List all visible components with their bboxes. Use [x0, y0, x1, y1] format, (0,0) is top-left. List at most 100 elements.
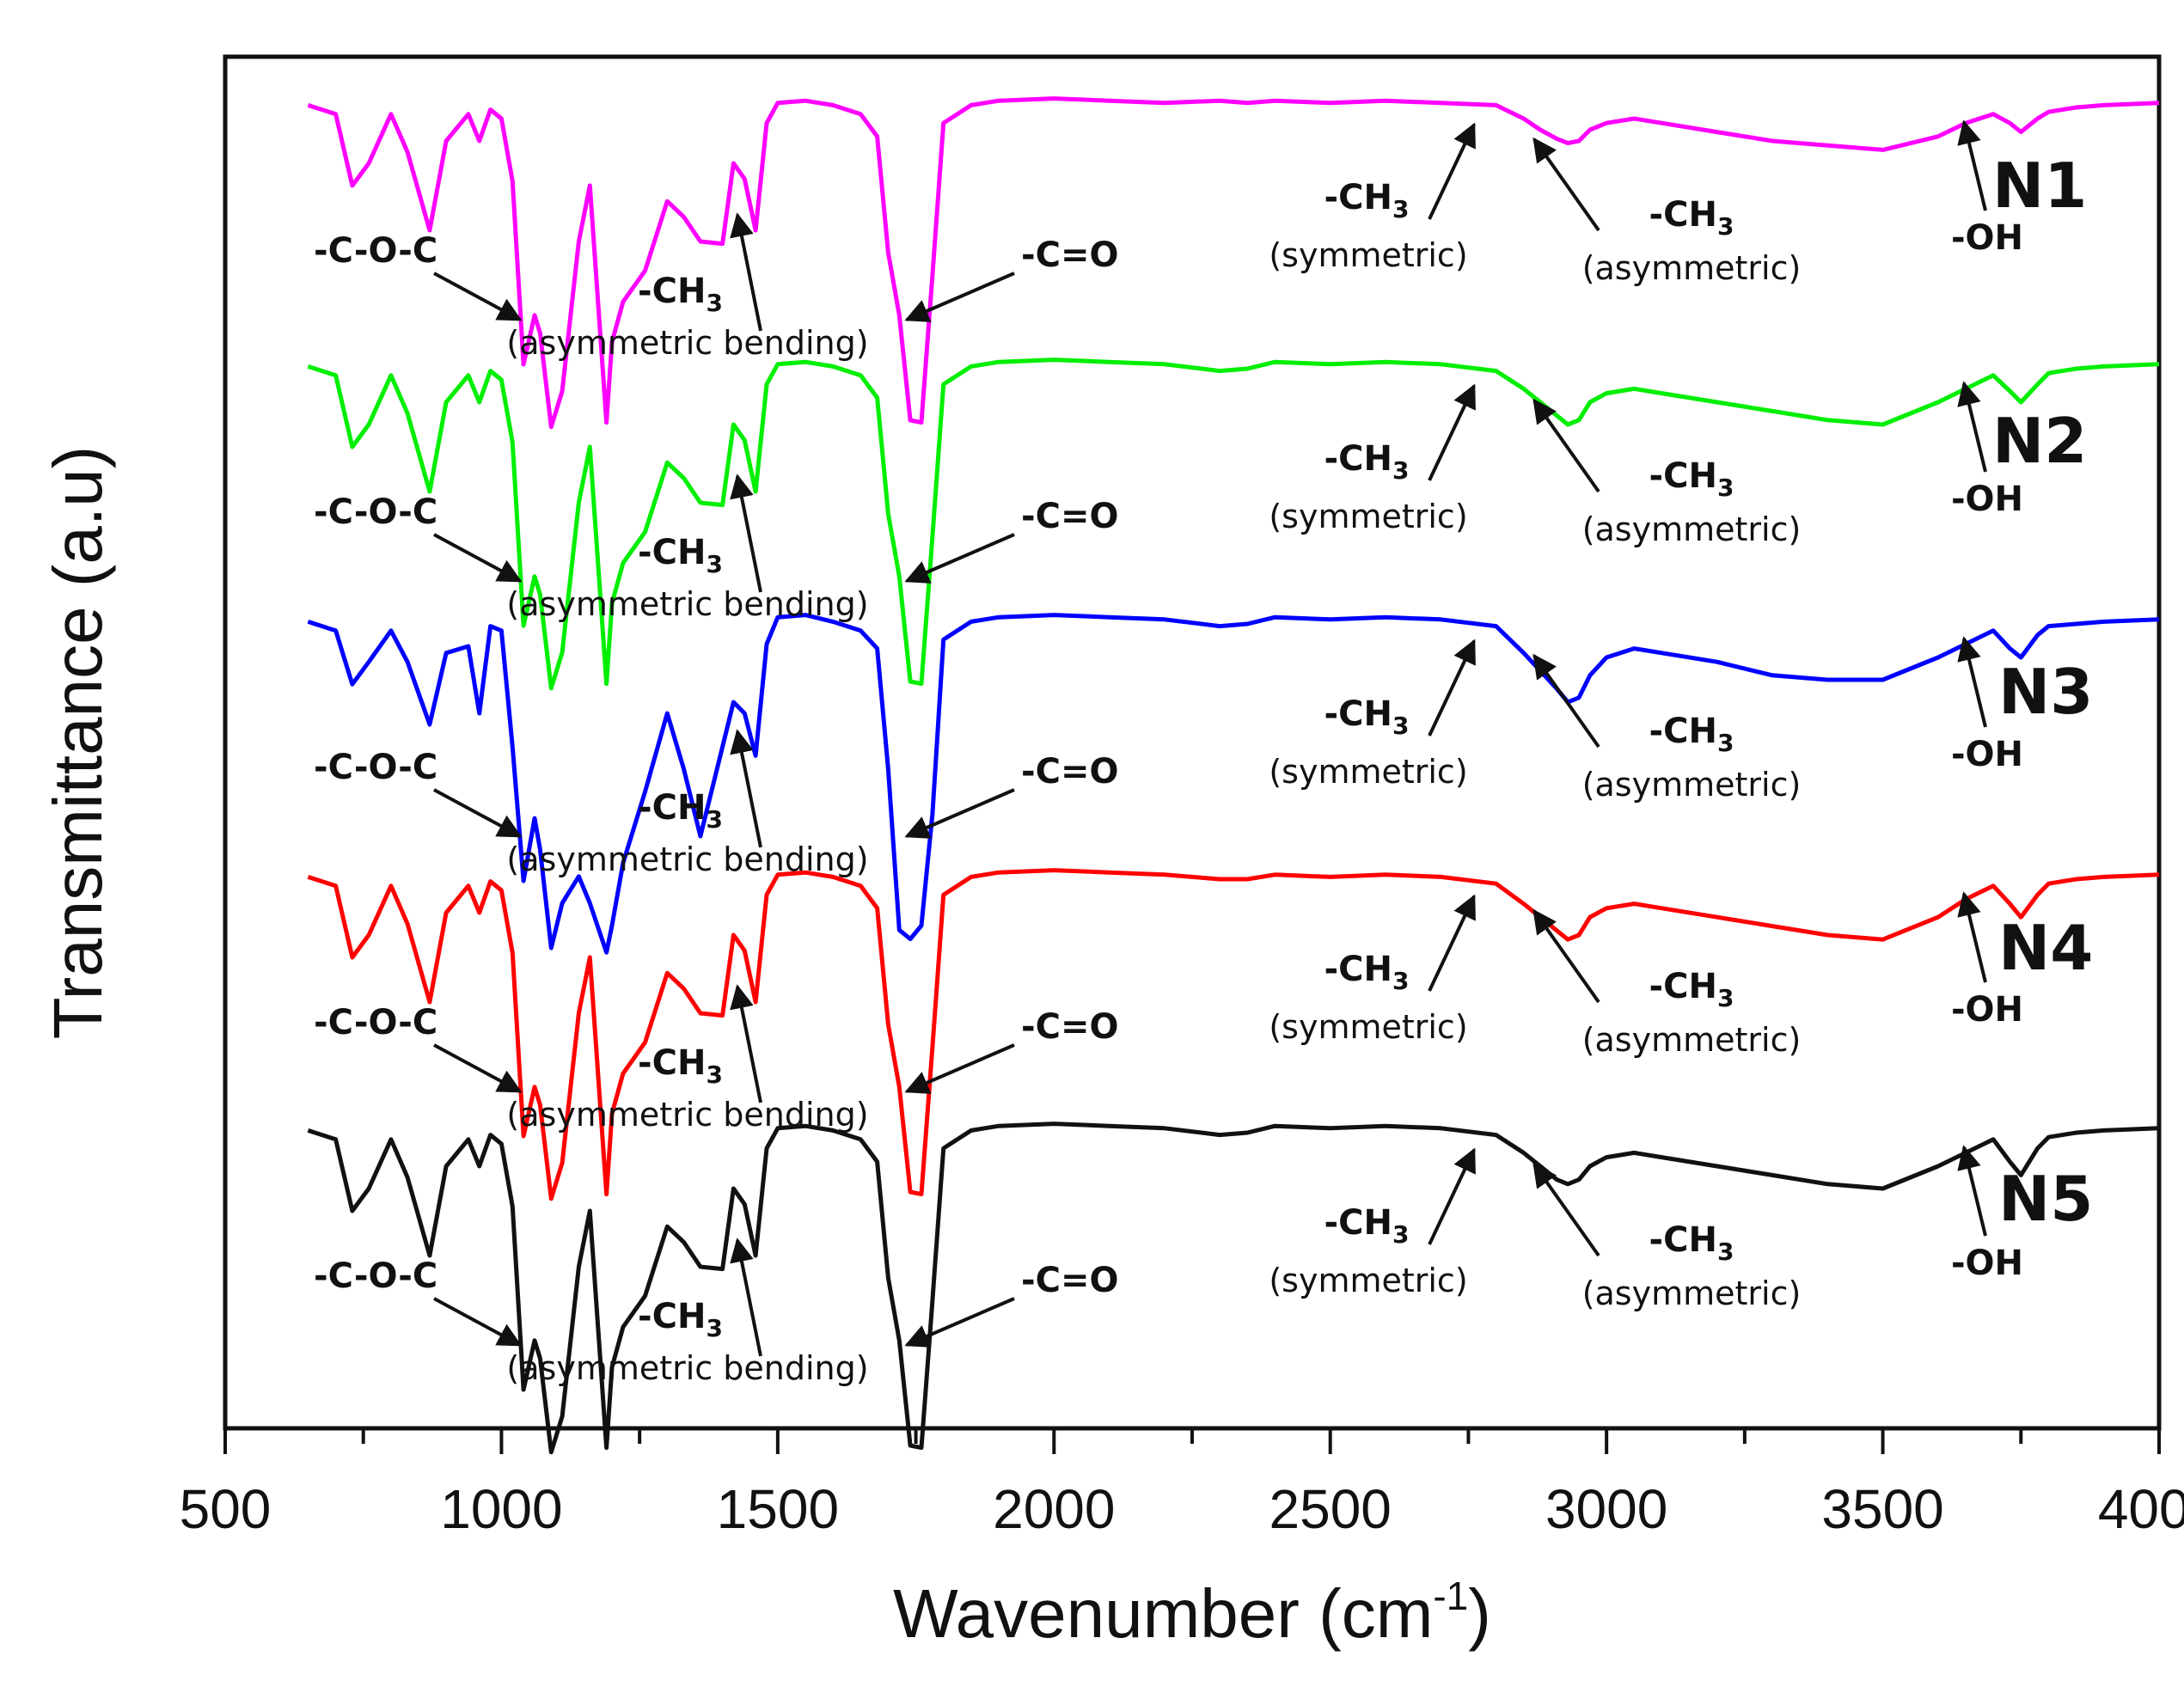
- label-symmetric: (symmetric): [1269, 498, 1467, 535]
- label-asymmetric: (asymmetric): [1582, 510, 1802, 548]
- label-ch3-asymmetric: -CH3: [1649, 712, 1734, 757]
- annotation-arrow: [1532, 653, 1600, 749]
- annotation-arrow: [1428, 894, 1476, 992]
- annotation-arrow: [904, 533, 1015, 584]
- annotation-arrow: [433, 533, 523, 583]
- annotation-arrow: [904, 1297, 1015, 1348]
- label-asymmetric-bending: (asymmetric bending): [506, 840, 868, 878]
- label-coc: -C-O-C: [314, 1003, 437, 1042]
- peak-annotations: -C-O-C -CH3 (asymmetric bending) -C=O -CH3 (s…: [314, 119, 2023, 1387]
- annotation-arrow: [1428, 383, 1476, 481]
- label-asymmetric-bending: (asymmetric bending): [506, 324, 868, 362]
- x-axis-ticks: [223, 1428, 2161, 1454]
- label-coc: -C-O-C: [314, 748, 437, 787]
- annotation-arrow: [433, 1043, 523, 1093]
- annotation-arrow: [1428, 1147, 1476, 1245]
- label-ch3-asymmetric: -CH3: [1649, 456, 1734, 502]
- label-co: -C=O: [1021, 752, 1118, 792]
- x-axis-tick-labels: 500 1000 1500 2000 2500 3000 3500 4000: [180, 1478, 2184, 1540]
- annotation-arrow: [1532, 908, 1600, 1004]
- annotation-arrow: [1428, 639, 1476, 737]
- x-tick-label: 3500: [1821, 1478, 1943, 1540]
- label-ch3-asymmetric: -CH3: [1649, 1220, 1734, 1266]
- label-oh: -OH: [1951, 480, 2023, 519]
- label-symmetric: (symmetric): [1269, 1262, 1467, 1299]
- label-co: -C=O: [1021, 1261, 1118, 1300]
- x-tick-label: 2000: [993, 1478, 1115, 1540]
- label-asymmetric: (asymmetric): [1582, 1274, 1802, 1312]
- label-asymmetric: (asymmetric): [1582, 766, 1802, 804]
- annotation-arrow: [1532, 398, 1600, 493]
- label-coc: -C-O-C: [314, 1256, 437, 1296]
- annotation-arrow: [1532, 1162, 1600, 1257]
- x-axis-title: Wavenumber (cm-1): [893, 1574, 1491, 1652]
- label-ch3-symmetric: -CH3: [1324, 694, 1410, 740]
- annotation-arrow: [1957, 119, 1987, 211]
- annotation-arrow: [433, 272, 523, 321]
- annotation-arrow: [730, 729, 762, 848]
- label-asymmetric: (asymmetric): [1582, 1021, 1802, 1059]
- series-line-n5: [307, 1122, 2160, 1455]
- label-ch3-bending: -CH3: [638, 533, 723, 578]
- annotation-arrow: [1428, 122, 1476, 220]
- series-label-n2: N2: [1992, 405, 2087, 477]
- annotation-arrow: [730, 984, 762, 1103]
- series-label-n5: N5: [1998, 1163, 2093, 1235]
- x-tick-label: 1500: [717, 1478, 839, 1540]
- label-ch3-symmetric: -CH3: [1324, 1203, 1410, 1249]
- spectra-lines: [307, 96, 2160, 1455]
- label-ch3-bending: -CH3: [638, 272, 723, 317]
- x-tick-label: 2500: [1269, 1478, 1392, 1540]
- series-label-n3: N3: [1998, 656, 2093, 728]
- label-ch3-bending: -CH3: [638, 788, 723, 834]
- label-coc: -C-O-C: [314, 231, 437, 271]
- annotation-arrow: [1957, 1145, 1987, 1237]
- label-ch3-asymmetric: -CH3: [1649, 195, 1734, 241]
- label-co: -C=O: [1021, 235, 1118, 275]
- label-ch3-bending: -CH3: [638, 1297, 723, 1342]
- label-ch3-symmetric: -CH3: [1324, 178, 1410, 223]
- annotation-arrow: [1957, 891, 1987, 983]
- label-symmetric: (symmetric): [1269, 753, 1467, 791]
- series-line-n3: [307, 613, 2160, 955]
- series-line-n2: [307, 358, 2160, 691]
- series-label-n1: N1: [1992, 150, 2087, 222]
- label-asymmetric-bending: (asymmetric bending): [506, 1349, 868, 1387]
- label-ch3-bending: -CH3: [638, 1043, 723, 1089]
- label-co: -C=O: [1021, 497, 1118, 536]
- annotation-arrow: [1957, 636, 1987, 728]
- annotation-arrow: [1957, 381, 1987, 473]
- series-line-n1: [307, 96, 2160, 430]
- label-symmetric: (symmetric): [1269, 1008, 1467, 1046]
- label-ch3-asymmetric: -CH3: [1649, 967, 1734, 1012]
- x-tick-label: 500: [180, 1478, 272, 1540]
- y-axis-title: Transmittance (a.u): [40, 446, 116, 1040]
- x-tick-label: 3000: [1545, 1478, 1667, 1540]
- x-tick-label: 1000: [440, 1478, 562, 1540]
- annotation-arrow: [1532, 137, 1600, 232]
- series-label-n4: N4: [1998, 912, 2093, 984]
- x-tick-label: 4000: [2098, 1478, 2184, 1540]
- annotation-arrow: [433, 1297, 523, 1347]
- label-coc: -C-O-C: [314, 492, 437, 532]
- label-symmetric: (symmetric): [1269, 236, 1467, 274]
- annotation-arrow: [904, 272, 1015, 322]
- label-asymmetric-bending: (asymmetric bending): [506, 585, 868, 623]
- label-oh: -OH: [1951, 1244, 2023, 1283]
- label-oh: -OH: [1951, 990, 2023, 1030]
- label-oh: -OH: [1951, 218, 2023, 258]
- annotation-arrow: [730, 474, 762, 593]
- label-oh: -OH: [1951, 735, 2023, 774]
- series-labels: N1 N2 N3 N4 N5: [1992, 150, 2093, 1235]
- annotation-arrow: [433, 788, 523, 838]
- label-asymmetric-bending: (asymmetric bending): [506, 1096, 868, 1134]
- annotation-arrow: [730, 1238, 762, 1357]
- label-ch3-symmetric: -CH3: [1324, 950, 1410, 995]
- annotation-arrow: [730, 212, 762, 332]
- series-line-n4: [307, 868, 2160, 1201]
- label-co: -C=O: [1021, 1007, 1118, 1047]
- annotation-arrow: [904, 788, 1015, 839]
- label-asymmetric: (asymmetric): [1582, 249, 1802, 287]
- label-ch3-symmetric: -CH3: [1324, 439, 1410, 485]
